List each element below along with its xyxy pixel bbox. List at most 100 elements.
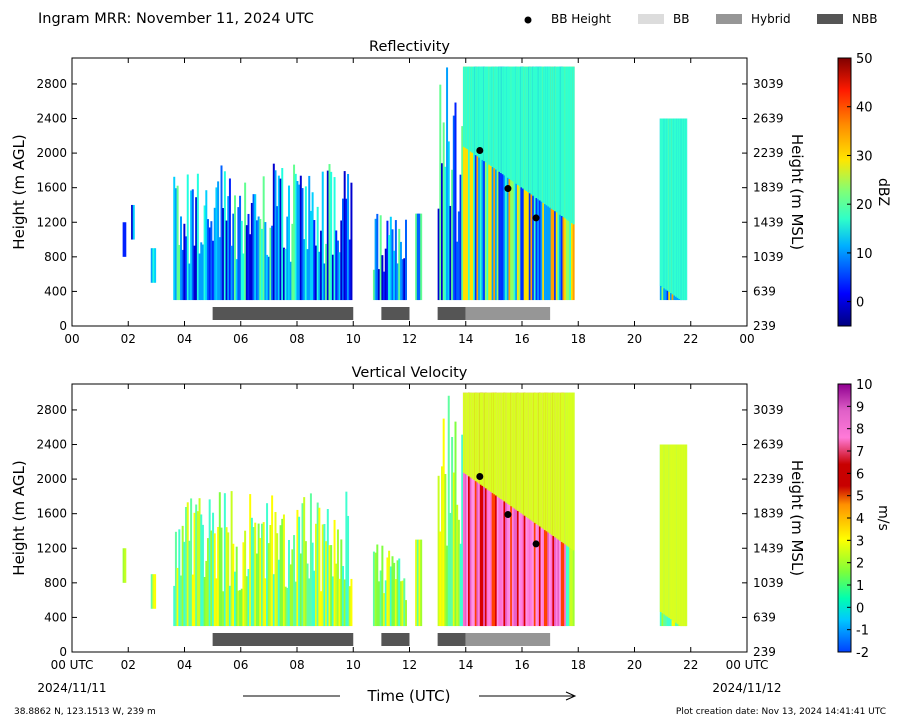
vertical-velocity-echo-column: [330, 545, 333, 627]
reflectivity-echo-upper: [486, 66, 489, 164]
reflectivity-colorbar-label: dBZ: [875, 178, 891, 206]
reflectivity-echo-upper: [528, 66, 531, 194]
vertical-velocity-echo-column: [484, 392, 487, 627]
reflectivity-echo-column: [447, 141, 450, 301]
reflectivity-echo-column: [510, 66, 513, 301]
reflectivity-echo-column: [318, 251, 321, 301]
vertical-velocity-bb-height-points: [476, 473, 540, 548]
reflectivity-echo-column: [291, 223, 294, 301]
vertical-velocity-x-tick-label: 12: [402, 658, 417, 672]
vertical-velocity-echo-column: [345, 491, 348, 627]
vertical-velocity-y-ticks-right: 239 639 1039 1439 1839 2239 2639 3039: [742, 403, 784, 659]
vertical-velocity-echo-column: [384, 580, 387, 627]
vertical-velocity-echo-column: [152, 574, 155, 609]
reflectivity-echo-column: [250, 202, 253, 301]
reflectivity-echo-upper: [549, 66, 551, 208]
reflectivity-echo-column: [257, 216, 260, 301]
vertical-velocity-echo-period: [150, 574, 157, 609]
vertical-velocity-echo-upper: [555, 392, 558, 539]
vertical-velocity-echo-column: [228, 585, 231, 627]
reflectivity-echo-column: [284, 248, 287, 301]
vertical-velocity-echo-column: [188, 540, 191, 627]
reflectivity-echo-column: [331, 254, 334, 301]
reflectivity-y-tick-label: 2400: [36, 112, 67, 126]
vertical-velocity-echo-upper: [663, 444, 666, 615]
reflectivity-y-tick-label-right: 2639: [753, 112, 784, 126]
reflectivity-echo-column: [326, 170, 329, 301]
vertical-velocity-echo-column: [335, 563, 338, 627]
reflectivity-echo-column: [264, 222, 267, 301]
reflectivity-echo-upper: [520, 66, 523, 188]
vertical-velocity-echo-column: [122, 548, 125, 583]
reflectivity-x-tick-label: 04: [177, 332, 192, 346]
vertical-velocity-echo-upper: [530, 392, 533, 521]
vertical-velocity-echo-upper: [469, 392, 472, 478]
reflectivity-data-layer: [122, 66, 688, 301]
reflectivity-y-ticks: 0 400 800 1200 1600 2000 2400 2800: [36, 77, 77, 333]
reflectivity-echo-column: [511, 66, 514, 301]
vertical-velocity-x-ticks: 00 UTC 02 04 06 08 10 12 14 16 18 20 22 00 UTC: [51, 384, 768, 672]
vertical-velocity-echo-column: [503, 392, 506, 627]
date-right: 2024/11/12: [712, 681, 781, 695]
reflectivity-echo-column: [388, 235, 391, 301]
vertical-velocity-echo-column: [185, 506, 188, 627]
vertical-velocity-echo-column: [282, 514, 285, 627]
reflectivity-echo-column: [418, 213, 421, 301]
reflectivity-bb-type-bar-nbb: [212, 307, 354, 320]
reflectivity-y-tick-label: 1200: [36, 215, 67, 229]
vertical-velocity-echo-column: [281, 518, 284, 627]
vertical-velocity-echo-upper: [471, 392, 474, 479]
vertical-velocity-echo-upper: [535, 392, 538, 525]
vertical-velocity-x-tick-label: 04: [177, 658, 192, 672]
reflectivity-echo-column: [415, 213, 418, 301]
vertical-velocity-echo-column: [178, 529, 181, 627]
reflectivity-echo-upper: [473, 66, 476, 154]
reflectivity-echo-upper: [516, 66, 519, 185]
vertical-velocity-colorbar-tick-label: 8: [856, 423, 864, 438]
vertical-velocity-echo-column: [336, 529, 339, 627]
reflectivity-echo-column: [247, 213, 250, 301]
reflectivity-echo-column: [304, 186, 307, 301]
reflectivity-echo-column: [208, 227, 211, 301]
reflectivity-echo-column: [196, 173, 199, 301]
reflectivity-echo-column: [173, 176, 176, 301]
vertical-velocity-echo-column: [223, 493, 226, 627]
vertical-velocity-echo-column: [415, 539, 418, 627]
reflectivity-echo-upper: [533, 66, 536, 197]
location-text: 38.8862 N, 123.1513 W, 239 m: [14, 707, 156, 717]
reflectivity-echo-column: [372, 269, 375, 301]
reflectivity-echo-upper: [552, 66, 555, 211]
reflectivity-echo-column: [481, 66, 484, 301]
reflectivity-echo-column: [474, 66, 477, 301]
reflectivity-y-tick-label-right: 1839: [753, 181, 784, 195]
vertical-velocity-echo-column: [403, 578, 406, 627]
vertical-velocity-echo-column: [196, 511, 199, 627]
vertical-velocity-echo-column: [481, 392, 484, 627]
vertical-velocity-echo-column: [478, 392, 481, 627]
vertical-velocity-echo-column: [468, 392, 470, 627]
reflectivity-echo-column: [347, 173, 350, 301]
reflectivity-echo-upper: [565, 66, 568, 220]
reflectivity-echo-column: [340, 220, 343, 301]
reflectivity-echo-column: [379, 215, 382, 301]
vertical-velocity-echo-column: [264, 578, 267, 627]
vertical-velocity-echo-upper: [516, 392, 519, 511]
vertical-velocity-bb-height-point: [532, 540, 540, 548]
reflectivity-echo-column: [473, 66, 476, 301]
reflectivity-echo-upper: [479, 66, 482, 159]
reflectivity-echo-upper: [569, 66, 572, 222]
reflectivity-panel: Reflectivity 00 02 04 06 08 10 12 14 16 18 20 22 00 …: [10, 39, 891, 346]
reflectivity-echo-upper: [513, 66, 516, 183]
vertical-velocity-echo-upper: [520, 392, 523, 514]
reflectivity-echo-column: [384, 248, 387, 301]
reflectivity-echo-upper: [462, 66, 465, 147]
legend-swatch-bb-height: [524, 16, 532, 24]
reflectivity-echo-column: [420, 213, 423, 301]
vertical-velocity-echo-column: [247, 568, 250, 627]
reflectivity-echo-column: [252, 194, 255, 301]
reflectivity-y-tick-label-right: 1439: [753, 215, 784, 229]
reflectivity-echo-upper: [476, 66, 479, 157]
reflectivity-echo-upper: [540, 66, 543, 202]
reflectivity-echo-column: [508, 66, 511, 301]
